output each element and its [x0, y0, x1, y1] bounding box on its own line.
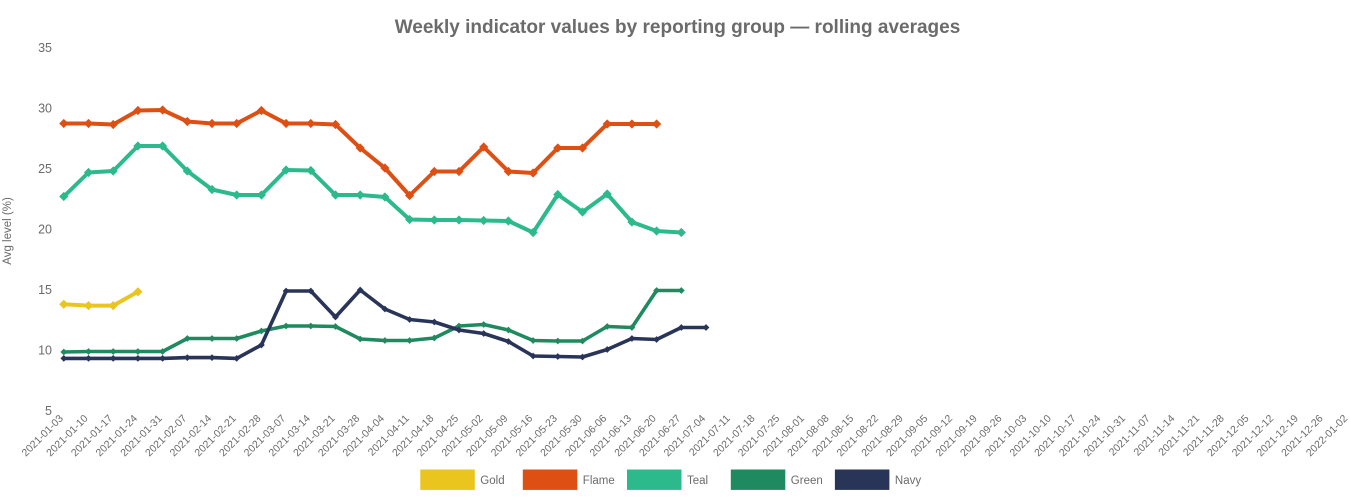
svg-text:15: 15: [38, 283, 52, 297]
svg-text:35: 35: [38, 41, 52, 55]
svg-text:Avg level (%): Avg level (%): [2, 197, 14, 265]
svg-text:Teal: Teal: [687, 475, 708, 487]
svg-text:5: 5: [45, 404, 52, 418]
svg-text:Green: Green: [791, 475, 823, 487]
svg-text:30: 30: [38, 102, 52, 116]
svg-text:Navy: Navy: [895, 475, 921, 487]
svg-text:25: 25: [38, 162, 52, 176]
svg-text:Flame: Flame: [583, 475, 615, 487]
svg-text:20: 20: [38, 223, 52, 237]
svg-text:10: 10: [38, 344, 52, 358]
svg-text:Gold: Gold: [480, 475, 504, 487]
